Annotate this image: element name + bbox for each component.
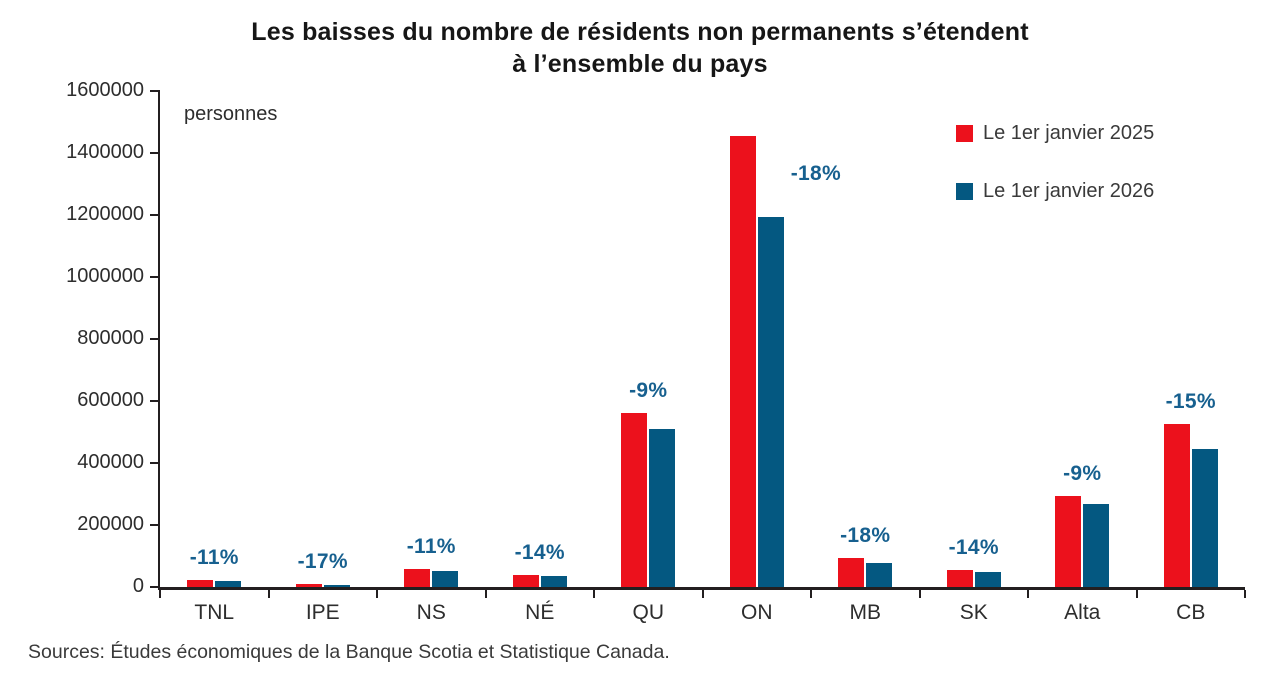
x-axis-category-IPE: IPE — [305, 601, 340, 624]
pct-change-label-ON: -18% — [790, 161, 841, 185]
pct-change-label-SK: -14% — [948, 535, 999, 559]
legend-item-2025: Le 1er janvier 2025 — [956, 122, 1154, 145]
legend-swatch-2026 — [956, 183, 973, 200]
pct-change-label-NS: -11% — [406, 535, 456, 559]
bar-2025-QU — [621, 413, 648, 587]
y-axis-tick — [150, 276, 160, 278]
bar-2026-CB — [1191, 448, 1218, 587]
y-axis-tick — [150, 338, 160, 340]
bar-2026-NÉ — [540, 576, 567, 587]
y-axis-tick-label: 800000 — [77, 327, 144, 349]
unit-note: personnes — [184, 103, 278, 125]
y-axis-tick — [150, 90, 160, 92]
x-axis-category-NÉ: NÉ — [525, 601, 555, 624]
y-axis-tick — [150, 524, 160, 526]
x-axis-tick — [701, 590, 704, 598]
y-axis-tick — [150, 586, 160, 588]
source-note: Sources: Études économiques de la Banque… — [28, 641, 670, 663]
x-axis-line — [158, 587, 1245, 590]
bar-2025-NS — [404, 569, 431, 587]
bar-2026-NS — [432, 571, 459, 587]
pct-change-label-NÉ: -14% — [514, 540, 565, 564]
x-axis-category-MB: MB — [849, 601, 882, 624]
x-axis-tick — [1135, 590, 1138, 598]
x-axis-tick — [267, 590, 270, 598]
y-axis-tick-label: 200000 — [77, 513, 144, 535]
y-axis-tick-label: 600000 — [77, 389, 144, 411]
x-axis-tick — [376, 590, 378, 598]
bar-2026-QU — [649, 428, 676, 587]
pct-change-label-QU: -9% — [629, 379, 668, 403]
plot-area: personnes 0 200000 400000 600000 800000 10000… — [66, 79, 1246, 624]
bar-2026-SK — [974, 572, 1001, 587]
legend-item-2026: Le 1er janvier 2026 — [956, 180, 1154, 203]
bar-2025-TNL — [187, 580, 214, 587]
y-axis-tick — [150, 152, 160, 154]
bar-2025-MB — [838, 557, 865, 587]
y-axis-line — [158, 91, 160, 590]
x-axis-tick — [593, 590, 595, 598]
bar-2025-CB — [1163, 424, 1190, 587]
bar-2026-Alta — [1083, 503, 1110, 587]
x-axis-tick — [159, 590, 161, 598]
pct-change-label-Alta: -9% — [1063, 461, 1102, 485]
y-axis-tick — [150, 400, 160, 402]
legend-label-2025: Le 1er janvier 2025 — [983, 122, 1155, 144]
x-axis-category-Alta: Alta — [1064, 601, 1101, 624]
bar-2026-ON — [757, 216, 784, 587]
x-axis-category-ON: ON — [741, 601, 773, 624]
y-axis-tick-label: 400000 — [77, 451, 144, 473]
x-axis-tick — [810, 590, 812, 598]
x-axis-category-NS: NS — [416, 601, 446, 624]
pct-change-label-TNL: -11% — [189, 546, 239, 570]
bar-2026-IPE — [323, 584, 350, 587]
pct-change-label-MB: -18% — [840, 523, 891, 547]
bar-2025-Alta — [1055, 495, 1082, 587]
bar-2025-IPE — [295, 584, 322, 587]
y-axis-tick-label: 0 — [132, 575, 144, 597]
legend-swatch-2025 — [956, 125, 973, 142]
bar-2026-TNL — [215, 580, 242, 587]
chart-title-line2: à l’ensemble du pays — [512, 50, 768, 78]
legend: Le 1er janvier 2025 Le 1er janvier 2026 — [956, 122, 1154, 238]
y-axis-tick-label: 1000000 — [66, 265, 144, 287]
x-axis-category-TNL: TNL — [194, 601, 235, 624]
chart-title: Les baisses du nombre de résidents non p… — [0, 16, 1280, 80]
y-axis-tick — [150, 462, 160, 464]
x-axis-tick — [918, 590, 921, 598]
x-axis-tick — [1244, 590, 1246, 598]
pct-change-label-IPE: -17% — [297, 550, 348, 574]
bar-2025-ON — [729, 135, 756, 587]
bar-2025-NÉ — [512, 574, 539, 587]
x-axis-tick — [1027, 590, 1029, 598]
y-axis-tick — [150, 214, 160, 216]
x-axis-category-QU: QU — [632, 601, 665, 624]
legend-label-2026: Le 1er janvier 2026 — [983, 180, 1155, 202]
bar-2025-SK — [946, 569, 973, 587]
x-axis-category-CB: CB — [1176, 601, 1206, 624]
y-axis-tick-label: 1600000 — [66, 79, 144, 101]
x-axis-tick — [484, 590, 487, 598]
x-axis-category-SK: SK — [959, 601, 988, 624]
chart-title-line1: Les baisses du nombre de résidents non p… — [251, 18, 1029, 46]
y-axis-tick-label: 1400000 — [66, 141, 144, 163]
pct-change-label-CB: -15% — [1165, 390, 1216, 414]
y-axis-tick-label: 1200000 — [66, 203, 144, 225]
bar-2026-MB — [866, 562, 893, 587]
